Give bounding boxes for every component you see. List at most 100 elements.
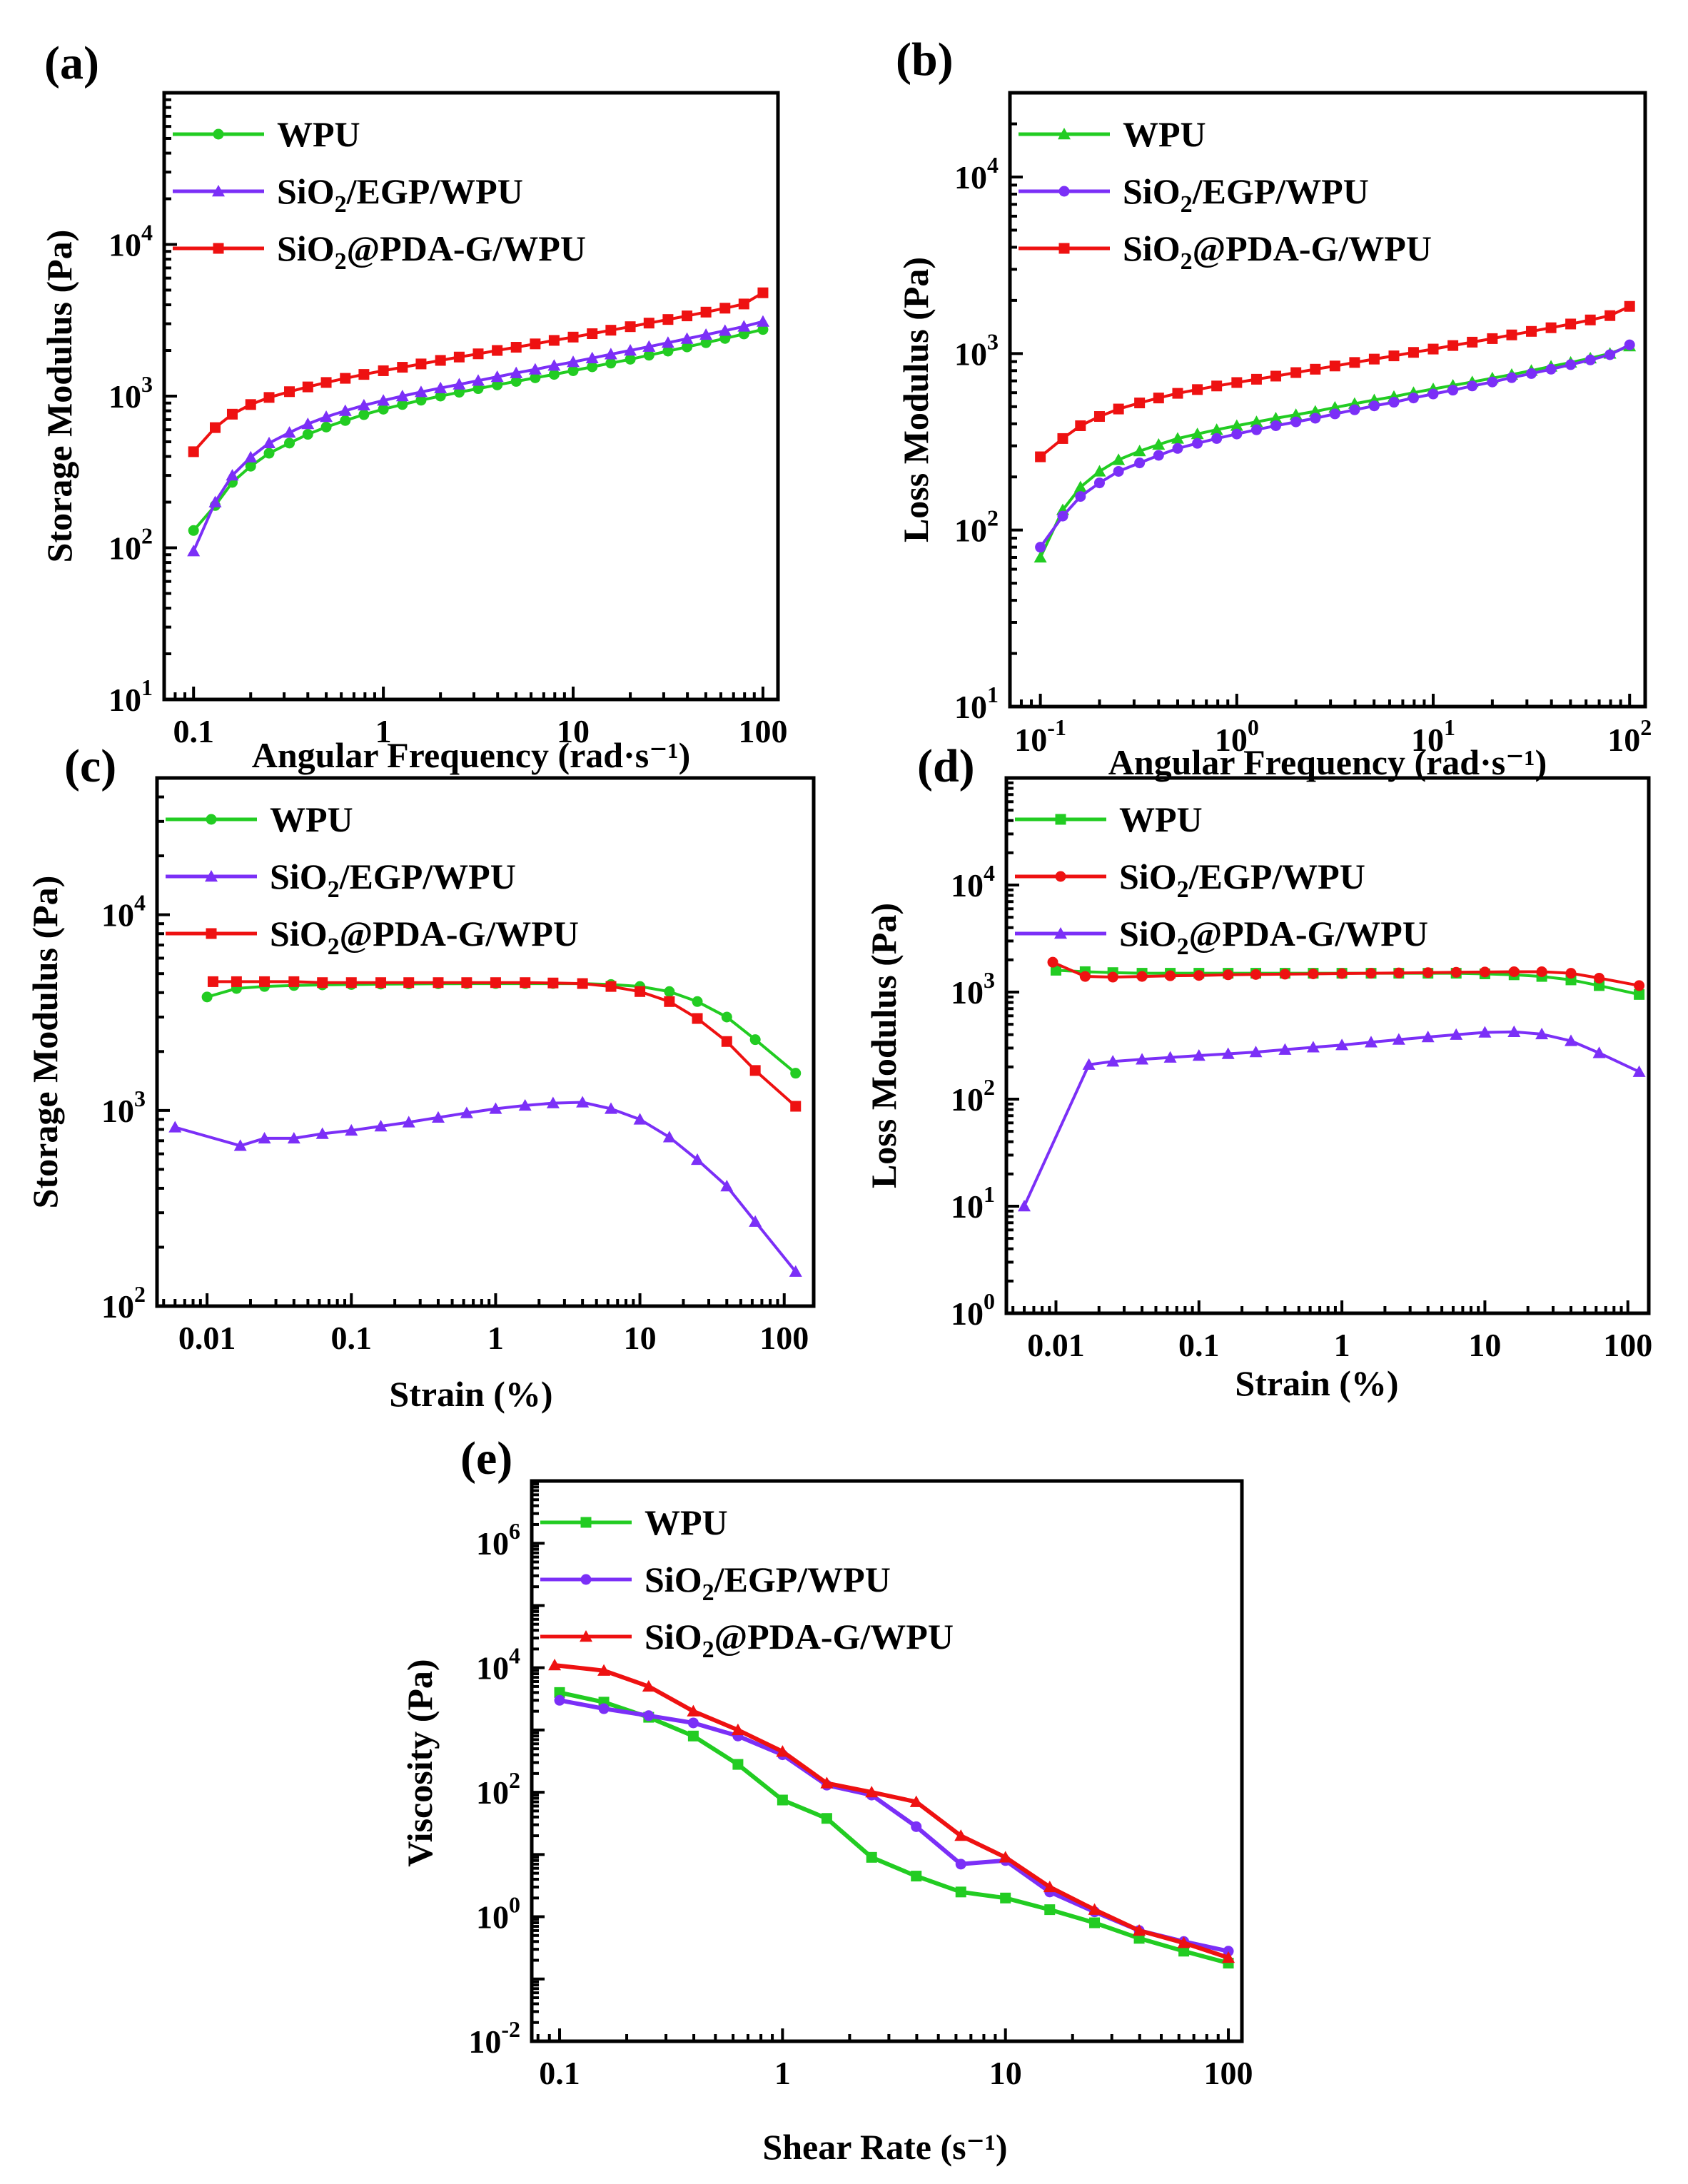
data-point — [687, 1704, 700, 1717]
data-point — [1172, 443, 1183, 454]
data-point — [490, 370, 504, 383]
data-point — [625, 353, 636, 365]
y-tick-label-base: 10 — [954, 335, 987, 372]
data-point — [700, 306, 712, 318]
legend-marker — [1054, 927, 1067, 939]
data-point — [1192, 438, 1203, 449]
y-tick-label: 102 — [954, 505, 999, 549]
data-point — [530, 372, 541, 383]
data-point — [1447, 385, 1459, 396]
y-tick-label: 104 — [101, 890, 146, 934]
data-point — [397, 399, 408, 410]
data-point — [749, 1034, 761, 1046]
data-point — [320, 377, 332, 388]
data-point — [1624, 339, 1635, 350]
data-point — [415, 395, 427, 406]
data-point — [577, 978, 588, 989]
legend: WPU SiO2/EGP/WPU SiO2@PDA-G/WPU — [1019, 114, 1432, 275]
data-point — [682, 310, 693, 322]
y-tick-label-exp: 3 — [134, 1086, 146, 1111]
data-point — [643, 1710, 655, 1722]
data-point — [1565, 318, 1577, 330]
y-tick-label: 103 — [101, 1086, 146, 1129]
data-point — [1044, 1904, 1056, 1916]
data-point — [340, 415, 351, 426]
data-point — [749, 1065, 761, 1076]
legend-label: SiO2/EGP/WPU — [277, 171, 523, 218]
series-line — [559, 1690, 1229, 1966]
legend-marker — [1055, 814, 1066, 825]
panel-letter: (e) — [460, 1432, 512, 1485]
data-point — [1421, 1031, 1435, 1043]
data-point — [1368, 353, 1380, 365]
y-tick-label-exp: 2 — [987, 505, 999, 531]
data-point — [1163, 1051, 1177, 1063]
data-point — [1073, 480, 1087, 492]
plot-frame — [1008, 91, 1647, 709]
data-point — [1407, 393, 1419, 404]
data-point — [1506, 329, 1517, 340]
data-point — [188, 446, 199, 457]
data-point — [1079, 971, 1091, 982]
data-point — [1336, 968, 1348, 979]
data-point — [414, 385, 428, 398]
x-tick-label-exp: 0 — [1248, 714, 1259, 740]
data-point — [1191, 428, 1204, 440]
data-point — [662, 345, 674, 357]
data-point — [1192, 384, 1203, 395]
x-axis-label: Strain (%) — [389, 1374, 552, 1414]
legend-label: SiO2@PDA-G/WPU — [277, 228, 586, 275]
data-point — [358, 409, 370, 420]
data-point — [567, 331, 579, 343]
data-point — [605, 981, 617, 992]
x-tick-label: 0.1 — [539, 2055, 580, 2091]
data-point — [1270, 420, 1281, 431]
legend-label: WPU — [645, 1502, 728, 1542]
data-point — [865, 1786, 879, 1798]
x-tick-label: 1 — [375, 713, 392, 749]
data-point — [1112, 453, 1126, 465]
data-point — [397, 362, 408, 373]
data-point — [1467, 336, 1478, 348]
data-point — [263, 448, 275, 459]
data-point — [1487, 376, 1498, 388]
data-point — [1211, 380, 1223, 392]
series-2 — [168, 1096, 802, 1277]
data-point — [1467, 380, 1478, 392]
data-point — [1222, 1951, 1235, 1963]
data-point — [1306, 1041, 1320, 1053]
data-point — [1211, 433, 1223, 444]
data-point — [1223, 1946, 1234, 1957]
y-tick-label: 104 — [951, 860, 995, 904]
y-tick-label: 103 — [954, 328, 999, 372]
data-point — [1134, 398, 1146, 409]
y-tick-label: 104 — [954, 152, 999, 196]
data-point — [699, 328, 713, 340]
data-point — [338, 404, 352, 416]
data-point — [642, 1679, 655, 1692]
plot-frame — [155, 776, 816, 1308]
data-point — [1565, 1034, 1578, 1046]
legend-label: SiO2/EGP/WPU — [1123, 171, 1369, 218]
y-tick-label-base: 10 — [951, 1081, 984, 1118]
x-tick-label-base: 10 — [1014, 722, 1047, 758]
legend-marker — [1058, 243, 1070, 254]
y-axis-label: Loss Modulus (Pa) — [896, 257, 936, 542]
data-point — [662, 1131, 676, 1143]
data-point — [662, 314, 674, 325]
y-tick-label-exp: 3 — [987, 328, 999, 354]
data-point — [1270, 370, 1281, 382]
data-point — [374, 1120, 388, 1132]
data-point — [1279, 969, 1290, 980]
y-axis-label: Storage Modulus (Pa) — [39, 230, 79, 563]
data-point — [302, 381, 313, 393]
data-point — [453, 378, 466, 390]
panel-letter: (a) — [44, 37, 99, 89]
panel-letter: (c) — [64, 740, 116, 792]
y-tick-label: 10-2 — [468, 2016, 520, 2060]
data-point — [492, 379, 503, 390]
data-point — [302, 429, 313, 440]
y-tick-label-exp: 4 — [987, 152, 999, 178]
data-point — [1479, 966, 1490, 978]
